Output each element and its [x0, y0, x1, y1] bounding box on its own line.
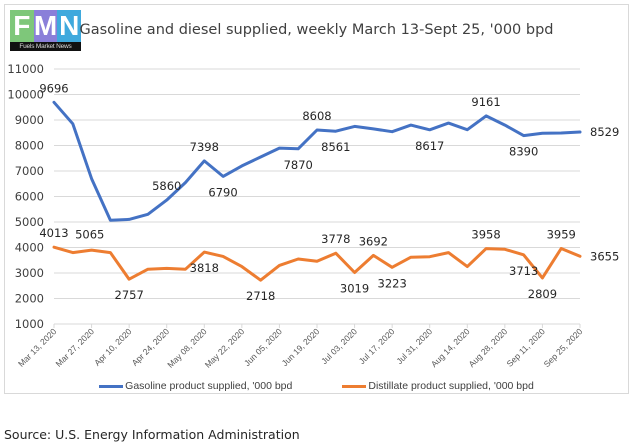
data-label-gasoline: 8390	[509, 145, 538, 159]
chart-title: Gasoline and diesel supplied, weekly Mar…	[79, 22, 554, 38]
data-label-gasoline: 8561	[321, 140, 350, 154]
data-label-distillate: 3959	[547, 228, 576, 242]
data-label-distillate: 3019	[340, 282, 369, 296]
data-label-gasoline: 7870	[284, 158, 313, 172]
legend-label-gasoline: Gasoline product supplied, '000 bpd	[125, 380, 293, 392]
data-label-distillate: 3958	[471, 228, 500, 242]
legend-item-gasoline: Gasoline product supplied, '000 bpd	[99, 380, 292, 392]
data-label-gasoline: 8617	[415, 139, 444, 153]
series-lines	[52, 100, 582, 282]
x-tick-label: Aug 14, 2020	[429, 326, 472, 369]
logo-letter-n: N	[57, 10, 82, 42]
data-label-gasoline: 7398	[190, 140, 219, 154]
legend-item-distillate: Distillate product supplied, '000 bpd	[342, 380, 534, 392]
legend: Gasoline product supplied, '000 bpd Dist…	[0, 380, 633, 392]
legend-label-distillate: Distillate product supplied, '000 bpd	[368, 380, 534, 392]
y-tick-label: 11000	[7, 62, 44, 76]
logo-tagline: Fuels Market News	[10, 42, 81, 51]
data-label-distillate: 4013	[39, 226, 68, 240]
y-tick-label: 3000	[15, 266, 44, 280]
legend-swatch-distillate	[342, 384, 367, 388]
x-tick-label: Jun 19, 2020	[280, 326, 322, 368]
fmn-logo: F M N Fuels Market News	[10, 10, 82, 51]
y-tick-label: 9000	[15, 113, 44, 127]
x-tick-label: Jul 17, 2020	[357, 326, 397, 366]
logo-letter-f: F	[10, 10, 34, 42]
y-tick-label: 7000	[15, 164, 44, 178]
x-tick-label: Apr 10, 2020	[92, 326, 134, 368]
y-tick-label: 8000	[15, 139, 44, 153]
y-tick-label: 4000	[15, 241, 44, 255]
data-label-gasoline: 9696	[39, 81, 68, 95]
data-label-gasoline: 5065	[75, 227, 104, 241]
y-tick-label: 2000	[15, 292, 44, 306]
data-label-distillate: 2757	[115, 288, 144, 302]
data-label-distillate: 3692	[359, 234, 388, 248]
x-tick-label: Jul 31, 2020	[394, 326, 434, 366]
y-tick-label: 5000	[15, 215, 44, 229]
x-tick-label: Aug 28, 2020	[466, 326, 509, 369]
data-label-distillate: 3655	[590, 249, 619, 263]
x-tick-label: Jun 05, 2020	[242, 326, 284, 368]
data-label-distillate: 3713	[509, 264, 538, 278]
y-tick-label: 10000	[7, 88, 44, 102]
y-axis: 1000 2000 3000 4000 5000 6000 7000 8000 9000 1000…	[7, 62, 44, 331]
data-label-distillate: 2809	[528, 287, 557, 301]
legend-swatch-gasoline	[99, 384, 124, 388]
logo-letter-m: M	[33, 10, 58, 42]
x-tick-label: Mar 27, 2020	[53, 326, 96, 369]
data-label-gasoline: 5860	[152, 179, 181, 193]
y-tick-label: 1000	[15, 317, 44, 331]
data-label-distillate: 3818	[190, 261, 219, 275]
source-note: Source: U.S. Energy Information Administ…	[4, 427, 300, 442]
x-tick-label: Mar 13, 2020	[16, 326, 59, 369]
data-label-gasoline: 8608	[302, 109, 331, 123]
gridlines	[54, 68, 580, 325]
data-label-distillate: 3778	[321, 232, 350, 246]
x-tick-label: Jul 03, 2020	[319, 326, 359, 366]
data-label-distillate: 2718	[246, 289, 275, 303]
data-label-gasoline: 9161	[471, 95, 500, 109]
x-tick-label: May 22, 2020	[203, 326, 247, 370]
data-label-gasoline: 6790	[208, 185, 237, 199]
data-label-gasoline: 8529	[590, 125, 619, 139]
series-line-distillate	[52, 245, 582, 282]
data-labels: 9696 5065 5860 7398 6790 7870 8608 8561 8617 9161…	[39, 81, 619, 303]
data-label-distillate: 3223	[378, 276, 407, 290]
x-tick-label: Sep 25, 2020	[542, 326, 585, 369]
y-tick-label: 6000	[15, 190, 44, 204]
